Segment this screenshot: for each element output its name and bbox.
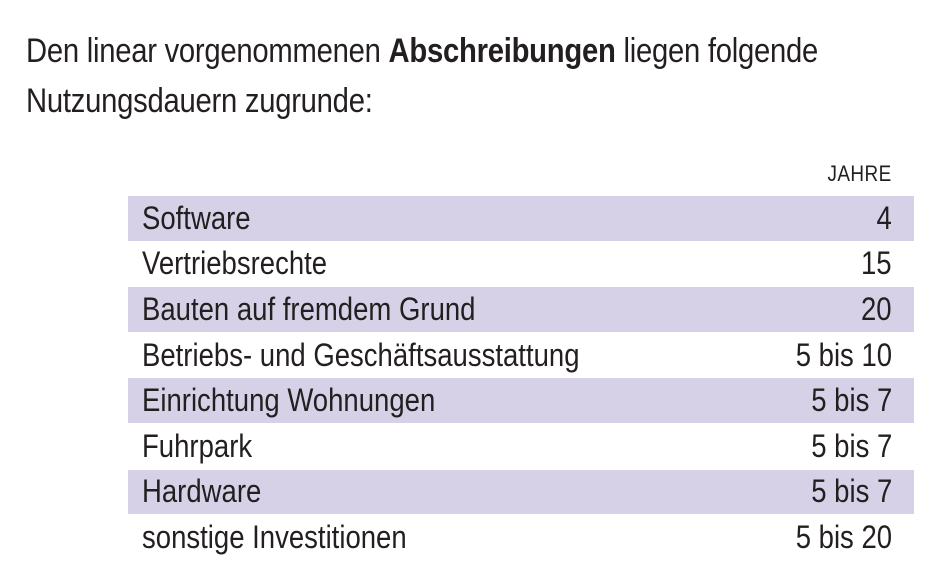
table-row: Einrichtung Wohnungen 5 bis 7 <box>128 378 914 424</box>
column-header-years: JAHRE <box>827 161 892 186</box>
table-row: Betriebs- und Geschäftsausstattung 5 bis… <box>128 333 914 379</box>
intro-paragraph: Den linear vorgenommenen Abschreibungen … <box>26 26 818 126</box>
intro-line-2: Nutzungsdauern zugrunde: <box>26 82 373 120</box>
table-row: Vertriebsrechte 15 <box>128 242 914 288</box>
table-row: Hardware 5 bis 7 <box>128 469 914 516</box>
row-value: 20 <box>861 290 892 327</box>
table-row: Bauten auf fremdem Grund 20 <box>128 287 914 333</box>
row-value: 15 <box>861 245 892 282</box>
row-label: Fuhrpark <box>142 427 253 464</box>
row-label: Hardware <box>142 473 262 510</box>
row-value: 5 bis 7 <box>810 382 892 419</box>
row-label: Bauten auf fremdem Grund <box>142 290 476 327</box>
row-label: sonstige Investitionen <box>142 518 407 555</box>
row-value: 5 bis 7 <box>810 473 892 510</box>
table-column-header: JAHRE <box>128 158 914 196</box>
table-row: sonstige Investitionen 5 bis 20 <box>128 515 914 561</box>
row-value: 5 bis 7 <box>810 427 892 464</box>
row-value: 5 bis 20 <box>795 518 892 555</box>
row-value: 5 bis 10 <box>795 336 892 373</box>
table-row: Fuhrpark 5 bis 7 <box>128 424 914 470</box>
intro-text-after: liegen folgende <box>615 32 818 70</box>
row-value: 4 <box>876 199 892 236</box>
row-label: Software <box>142 199 251 236</box>
intro-text-before: Den linear vorgenommenen <box>26 32 389 70</box>
useful-life-table: JAHRE Software 4 Vertriebsrechte 15 Baut… <box>128 158 914 561</box>
intro-text-bold: Abschreibungen <box>388 32 616 70</box>
row-label: Betriebs- und Geschäftsausstattung <box>142 336 580 373</box>
row-label: Vertriebsrechte <box>142 245 328 282</box>
intro-line-1: Den linear vorgenommenen Abschreibungen … <box>26 26 818 76</box>
row-label: Einrichtung Wohnungen <box>142 382 436 419</box>
table-row: Software 4 <box>128 196 914 242</box>
